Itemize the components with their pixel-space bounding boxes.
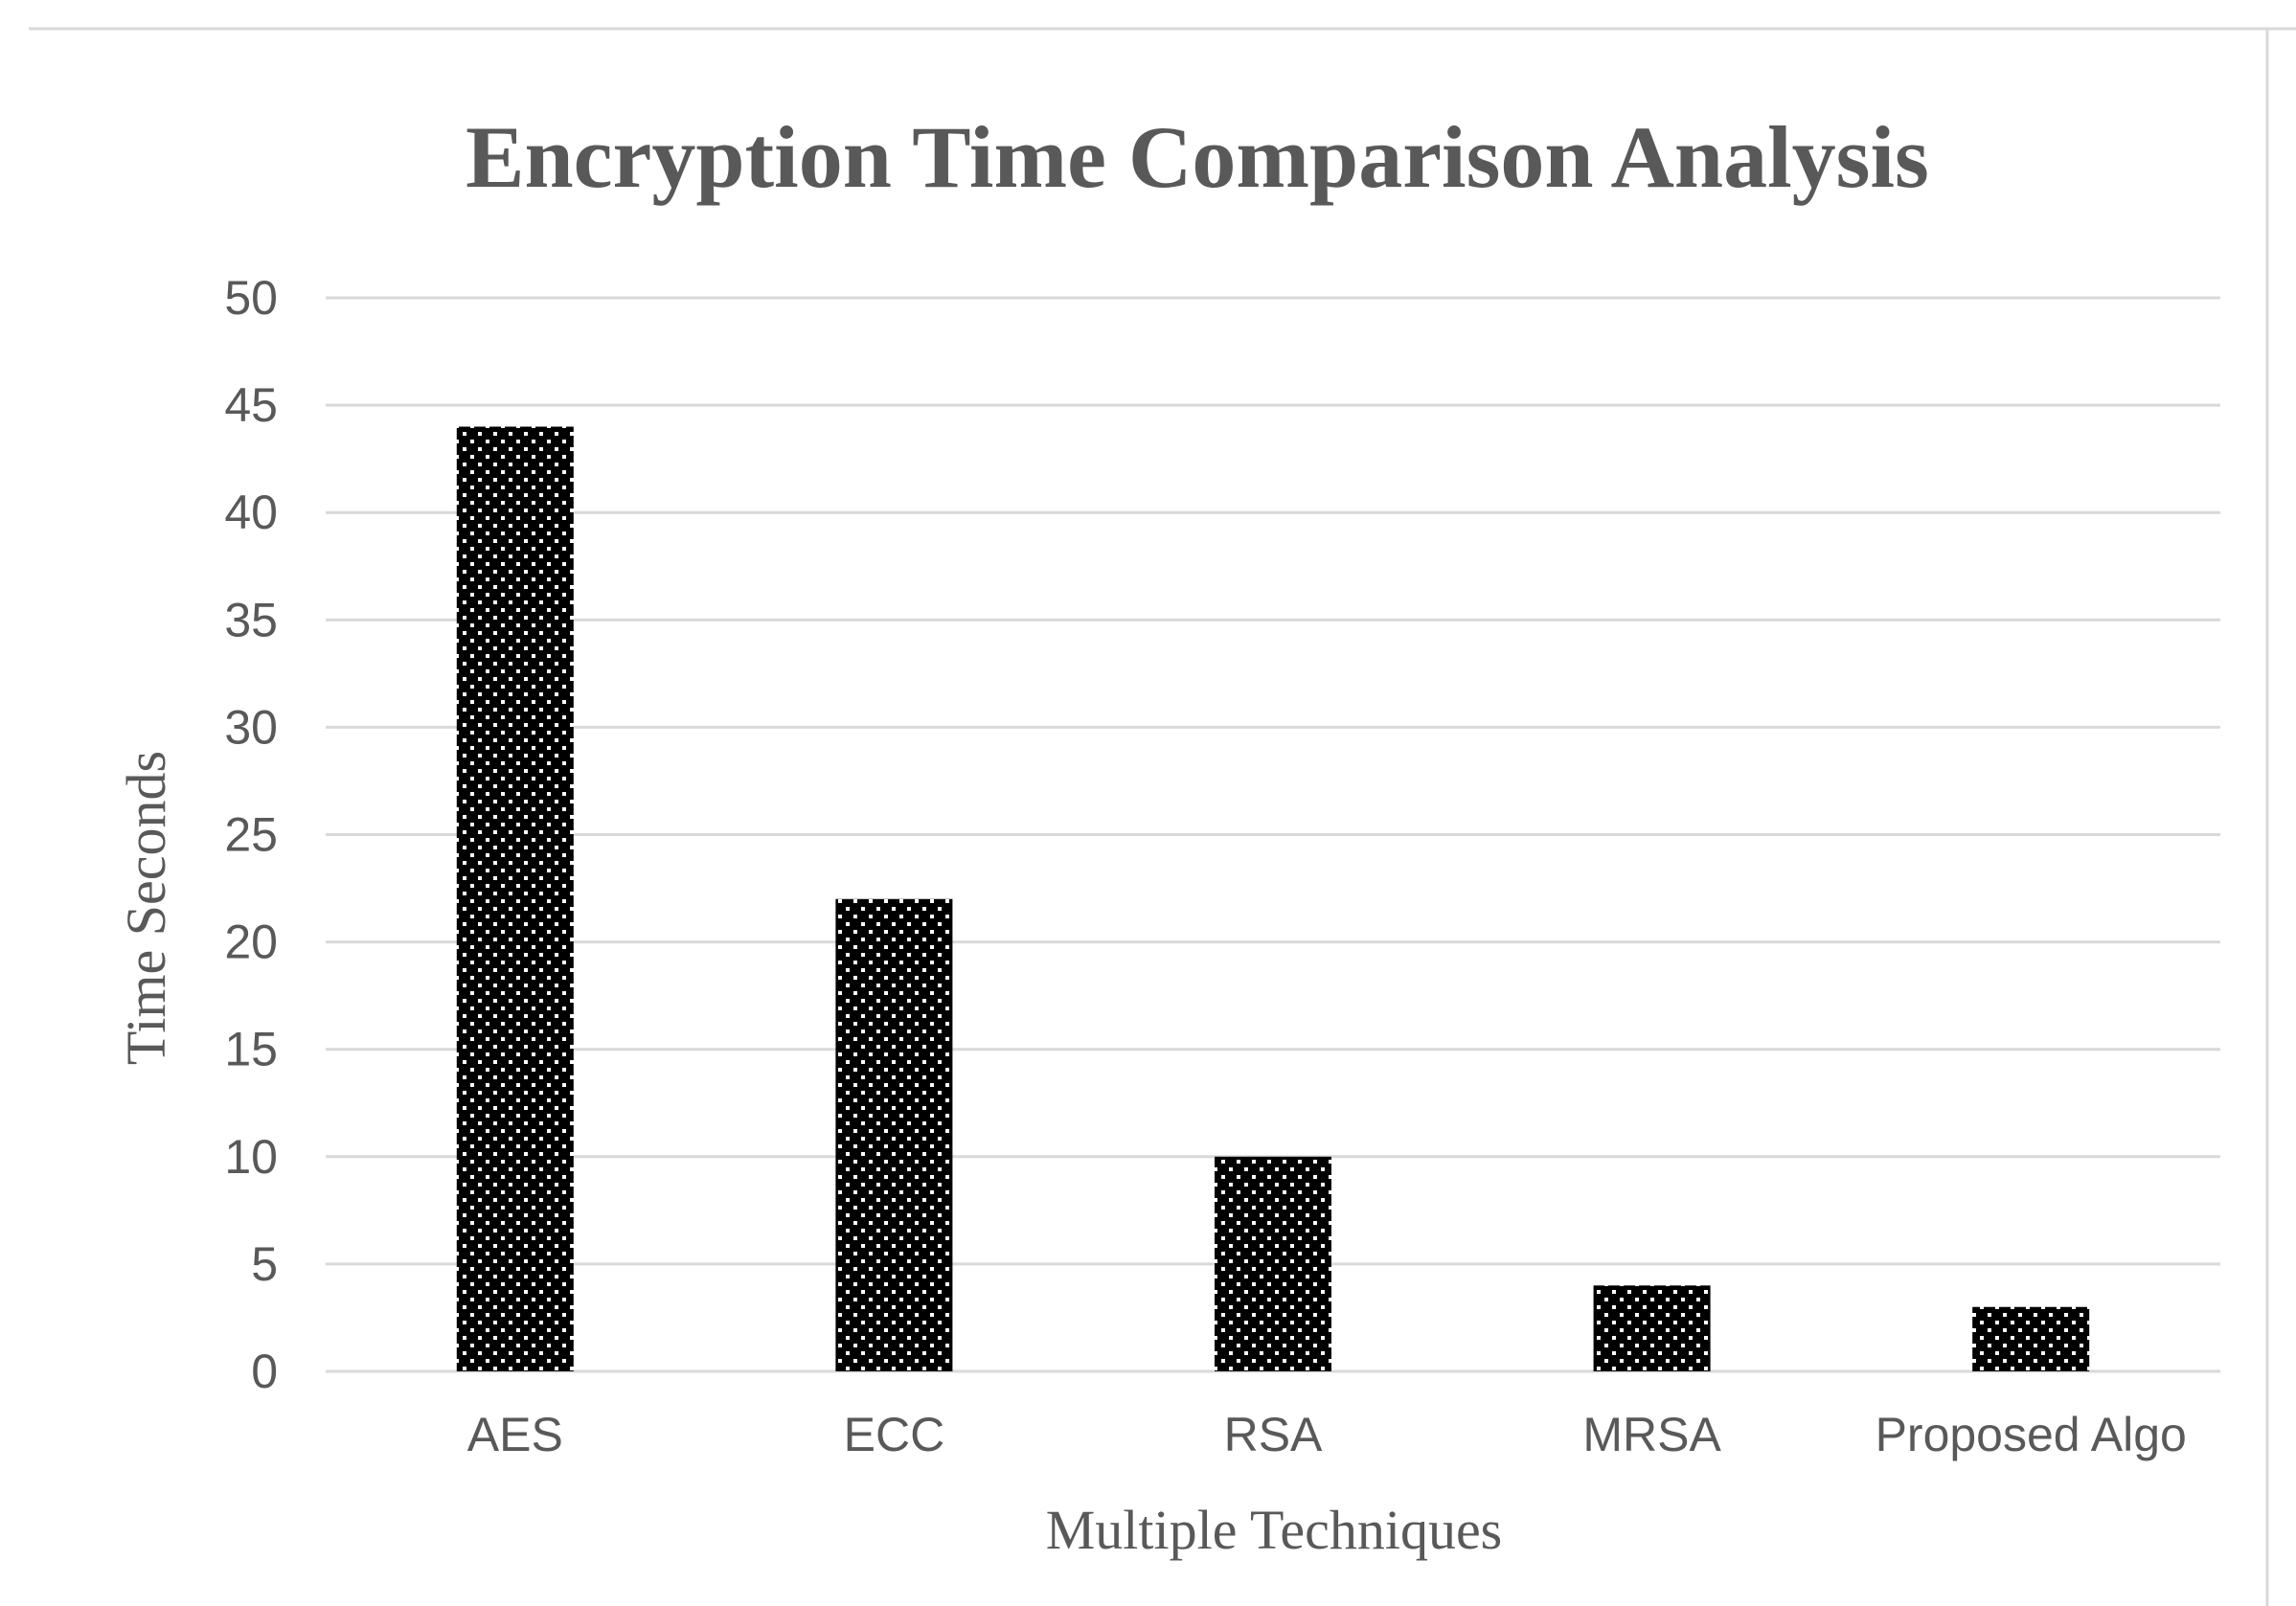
y-tick-label: 10 — [224, 1130, 278, 1184]
x-tick-label: MRSA — [1582, 1408, 1721, 1461]
y-tick-label: 20 — [224, 916, 278, 969]
y-tick-label: 40 — [224, 486, 278, 539]
chart-frame — [29, 27, 2296, 1606]
y-tick-label: 45 — [224, 378, 278, 432]
y-tick-label: 35 — [224, 593, 278, 646]
y-tick-label: 0 — [251, 1345, 278, 1398]
y-tick-label: 50 — [224, 271, 278, 325]
y-tick-label: 15 — [224, 1023, 278, 1076]
y-tick-label: 30 — [224, 700, 278, 754]
bar-mrsa — [1593, 1285, 1711, 1371]
bar-ecc — [835, 898, 953, 1371]
y-tick-label: 25 — [224, 808, 278, 862]
x-tick-label: AES — [467, 1408, 563, 1461]
x-tick-label: RSA — [1224, 1408, 1323, 1461]
y-axis-title: Time Seconds — [115, 751, 177, 1065]
bar-rsa — [1215, 1156, 1331, 1371]
x-tick-label: ECC — [844, 1408, 945, 1461]
chart-title: Encryption Time Comparison Analysis — [466, 108, 1929, 206]
y-axis-tick-labels: 0 5 10 15 20 25 30 35 40 45 50 — [224, 271, 278, 1398]
y-tick-label: 5 — [251, 1237, 278, 1291]
bar-aes — [456, 426, 574, 1371]
x-axis-category-labels: AES ECC RSA MRSA Proposed Algo — [467, 1408, 2187, 1461]
bars — [456, 426, 2090, 1371]
x-tick-label: Proposed Algo — [1875, 1408, 2187, 1461]
bar-proposed-algo — [1972, 1306, 2090, 1371]
x-axis-title: Multiple Techniques — [1046, 1499, 1503, 1561]
